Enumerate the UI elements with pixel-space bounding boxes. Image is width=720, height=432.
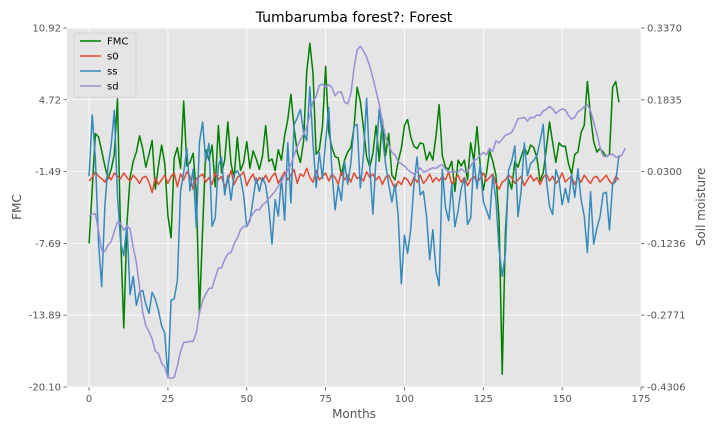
x-tick-label: 0 (86, 394, 92, 405)
x-tick-label: 25 (162, 394, 175, 405)
grid (67, 27, 642, 388)
x-tick-label: 50 (240, 394, 253, 405)
legend: FMC s0 ss sd (73, 32, 137, 98)
plot-area (67, 28, 641, 387)
y-right-tick-label: -0.1236 (647, 239, 686, 250)
y-left-tick-label: 10.92 (32, 24, 61, 35)
y-axis-right-ticks: -0.4306 -0.2771 -0.1236 0.0300 0.1835 0.3370 (641, 24, 686, 394)
series-line-s0 (88, 167, 620, 194)
y-left-tick-label: -1.49 (35, 167, 61, 178)
x-tick-label: 175 (631, 394, 650, 405)
y-right-tick-label: -0.2771 (647, 311, 686, 322)
legend-box (73, 32, 137, 98)
x-tick-label: 125 (474, 394, 493, 405)
y-axis-right-label: Soil moisture (694, 168, 708, 246)
y-left-tick-label: -7.69 (35, 239, 61, 250)
legend-label-s0: s0 (107, 52, 119, 63)
chart-title: Tumbarumba forest?: Forest (255, 10, 453, 26)
x-tick-label: 100 (395, 394, 414, 405)
y-left-tick-label: -20.10 (29, 383, 61, 394)
series-lines (88, 42, 626, 380)
y-right-tick-label: -0.4306 (647, 383, 686, 394)
series-line-sd (88, 45, 626, 380)
y-right-tick-label: 0.1835 (647, 95, 682, 106)
y-left-tick-label: 4.72 (39, 95, 61, 106)
series-line-ss (88, 86, 620, 379)
x-tick-label: 150 (553, 394, 572, 405)
y-right-tick-label: 0.3370 (647, 24, 682, 35)
legend-label-FMC: FMC (107, 37, 128, 48)
legend-label-sd: sd (107, 82, 119, 93)
y-left-tick-label: -13.89 (29, 311, 61, 322)
x-axis-ticks: 0 25 50 75 100 125 150 175 (86, 387, 651, 405)
y-right-tick-label: 0.0300 (647, 167, 682, 178)
x-tick-label: 75 (319, 394, 332, 405)
y-axis-left-label: FMC (10, 194, 24, 220)
x-axis-label: Months (332, 407, 376, 421)
y-axis-left-ticks: -20.10 -13.89 -7.69 -1.49 4.72 10.92 (29, 24, 67, 394)
legend-label-ss: ss (107, 67, 117, 78)
